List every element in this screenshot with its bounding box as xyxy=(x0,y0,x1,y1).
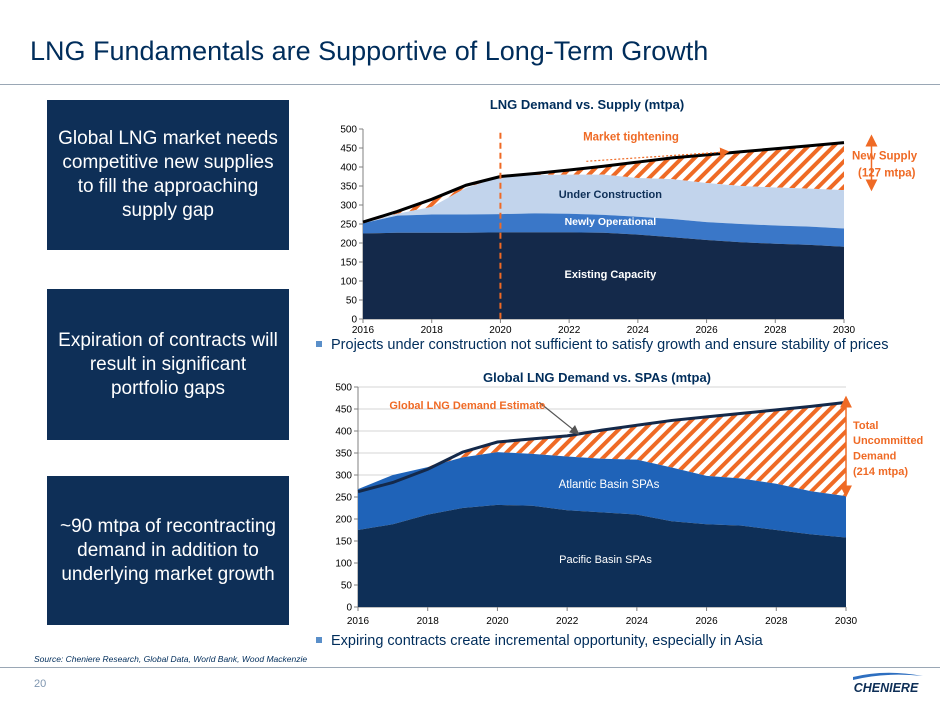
bullet-expiring: Expiring contracts create incremental op… xyxy=(316,633,763,649)
chart2-ytick-label: 500 xyxy=(335,383,352,394)
chart1-xtick-label: 2026 xyxy=(695,325,718,336)
chart2-ytick-label: 450 xyxy=(335,405,352,416)
pacific-basin-spas-area xyxy=(358,504,846,607)
new-supply-amount-label: (127 mtpa) xyxy=(858,168,916,180)
chart2-ytick-label: 250 xyxy=(335,493,352,504)
chart1-xtick-label: 2022 xyxy=(558,325,581,336)
demand-supply-chart: LNG Demand vs. Supply (mtpa) 0 50 100 150 20… xyxy=(340,97,918,336)
new-supply-label: New Supply xyxy=(852,150,918,162)
chart1-xtick-label: 2018 xyxy=(421,325,444,336)
chart1-xtick-label: 2024 xyxy=(627,325,650,336)
market-tightening-label: Market tightening xyxy=(583,131,679,143)
existing-capacity-label: Existing Capacity xyxy=(565,269,658,281)
page-number: 20 xyxy=(34,678,47,690)
atlantic-basin-spas-area xyxy=(358,452,846,538)
chart1-ytick-label: 150 xyxy=(340,258,357,269)
chart2-xtick-label: 2028 xyxy=(765,616,788,627)
callout-box-contract-expiration: Expiration of contracts will result in s… xyxy=(47,289,289,440)
existing-capacity-area xyxy=(363,232,844,319)
market-tightening-arrow xyxy=(586,147,730,162)
callout-text-recontracting: ~90 mtpa of recontracting demand in addi… xyxy=(60,515,276,585)
demand-line xyxy=(362,141,845,224)
chart2-ytick-label: 200 xyxy=(335,515,352,526)
callout-box-recontracting: ~90 mtpa of recontracting demand in addi… xyxy=(47,476,289,625)
chart2-ytick-label: 50 xyxy=(341,581,353,592)
page-title: LNG Fundamentals are Supportive of Long-… xyxy=(30,36,709,66)
bullet-construction: Projects under construction not sufficie… xyxy=(316,337,888,353)
chart2-xtick-label: 2024 xyxy=(626,616,649,627)
pacific-basin-label: Pacific Basin SPAs xyxy=(559,554,652,566)
bullet-square-icon xyxy=(316,341,322,347)
new-supply-gap-area xyxy=(363,142,844,224)
global-demand-line xyxy=(357,400,847,494)
newly-operational-label: Newly Operational xyxy=(565,216,657,228)
chart1-xtick-label: 2016 xyxy=(352,325,375,336)
chart2-xtick-label: 2018 xyxy=(417,616,440,627)
bullet-construction-text: Projects under construction not sufficie… xyxy=(331,337,889,353)
cheniere-logo: CHENIERE xyxy=(853,672,923,695)
source-note: Source: Cheniere Research, Global Data, … xyxy=(34,654,308,664)
chart1-ytick-label: 450 xyxy=(340,144,357,155)
chart1-ytick-label: 300 xyxy=(340,201,357,212)
uncommitted-label: Uncommitted xyxy=(853,435,923,447)
chart1-ytick-label: 50 xyxy=(346,296,358,307)
chart1-ytick-label: 200 xyxy=(340,239,357,250)
chart2-ytick-label: 150 xyxy=(335,537,352,548)
callout-box-supply-gap: Global LNG market needs competitive new … xyxy=(47,100,289,250)
title-divider xyxy=(0,84,940,85)
under-construction-area xyxy=(363,174,844,229)
footer-divider xyxy=(0,667,940,668)
chart2-xtick-label: 2016 xyxy=(347,616,370,627)
callout-text-supply-gap: Global LNG market needs competitive new … xyxy=(58,128,278,221)
logo-swoosh-icon xyxy=(853,672,923,680)
chart1-ytick-label: 100 xyxy=(340,277,357,288)
chart1-xtick-label: 2020 xyxy=(489,325,512,336)
newly-operational-area xyxy=(363,213,844,247)
chart2-ytick-label: 400 xyxy=(335,427,352,438)
chart1-ytick-label: 500 xyxy=(340,125,357,136)
chart2-ytick-label: 100 xyxy=(335,559,352,570)
chart1-xtick-label: 2028 xyxy=(764,325,787,336)
logo-text: CHENIERE xyxy=(854,681,919,695)
uncommitted-amount-label: (214 mtpa) xyxy=(853,466,908,478)
uncommitted-demand-area xyxy=(358,402,846,497)
bullet-expiring-text: Expiring contracts create incremental op… xyxy=(331,633,763,649)
under-construction-label: Under Construction xyxy=(559,189,663,201)
chart1-ytick-label: 400 xyxy=(340,163,357,174)
chart2-ytick-label: 300 xyxy=(335,471,352,482)
bullet-square-icon xyxy=(316,637,322,643)
demand-label: Demand xyxy=(853,451,896,463)
chart1-title: LNG Demand vs. Supply (mtpa) xyxy=(490,97,684,112)
demand-estimate-label: Global LNG Demand Estimate xyxy=(389,400,545,412)
chart1-ytick-label: 250 xyxy=(340,220,357,231)
chart2-xtick-label: 2022 xyxy=(556,616,579,627)
callout-text-contract-expiration: Expiration of contracts will result in s… xyxy=(58,329,278,399)
atlantic-basin-label: Atlantic Basin SPAs xyxy=(559,479,660,491)
chart1-ytick-label: 0 xyxy=(351,315,357,326)
chart2-title: Global LNG Demand vs. SPAs (mtpa) xyxy=(483,370,711,385)
chart1-xtick-label: 2030 xyxy=(833,325,856,336)
chart2-xtick-label: 2020 xyxy=(486,616,509,627)
chart2-ytick-label: 350 xyxy=(335,449,352,460)
chart2-xtick-label: 2026 xyxy=(695,616,718,627)
chart1-ytick-label: 350 xyxy=(340,182,357,193)
chart2-xtick-label: 2030 xyxy=(835,616,858,627)
total-label: Total xyxy=(853,420,878,432)
demand-spa-chart: Global LNG Demand vs. SPAs (mtpa) 0 50 100… xyxy=(335,370,923,627)
chart2-ytick-label: 0 xyxy=(346,603,352,614)
demand-estimate-pointer xyxy=(538,401,580,435)
